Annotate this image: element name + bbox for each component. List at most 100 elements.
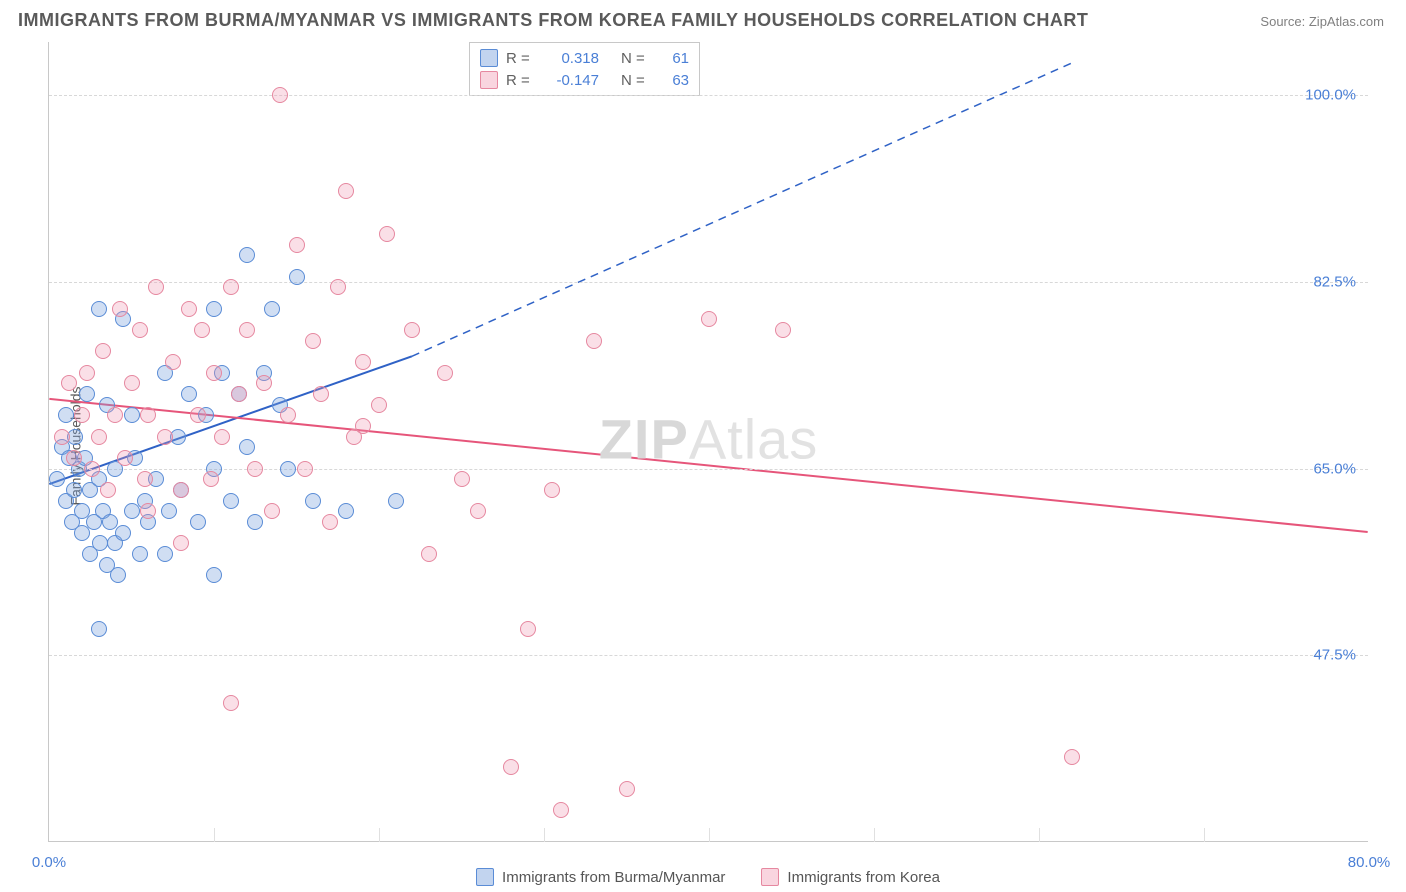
y-tick-label: 82.5% [1313, 274, 1356, 291]
data-point [379, 226, 395, 242]
data-point [470, 503, 486, 519]
data-point [289, 237, 305, 253]
data-point [305, 493, 321, 509]
data-point [115, 525, 131, 541]
data-point [79, 365, 95, 381]
legend-n-value: 63 [659, 72, 689, 89]
legend-n-label: N = [621, 50, 651, 67]
legend-n-value: 61 [659, 50, 689, 67]
data-point [148, 279, 164, 295]
data-point [338, 183, 354, 199]
watermark-bold: ZIP [599, 407, 689, 470]
y-tick-label: 100.0% [1305, 87, 1356, 104]
data-point [173, 482, 189, 498]
data-point [247, 514, 263, 530]
gridline-horizontal [49, 655, 1368, 656]
data-point [1064, 749, 1080, 765]
y-tick-label: 65.0% [1313, 460, 1356, 477]
data-point [140, 503, 156, 519]
gridline-vertical [1039, 828, 1040, 842]
data-point [313, 386, 329, 402]
data-point [206, 365, 222, 381]
legend-n-label: N = [621, 72, 651, 89]
data-point [223, 493, 239, 509]
data-point [66, 482, 82, 498]
gridline-vertical [379, 828, 380, 842]
data-point [124, 503, 140, 519]
legend-r-value: 0.318 [544, 50, 599, 67]
data-point [355, 354, 371, 370]
data-point [132, 546, 148, 562]
data-point [84, 461, 100, 477]
data-point [322, 514, 338, 530]
data-point [140, 407, 156, 423]
chart-plot-area: ZIPAtlas R =0.318N =61R =-0.147N =63 47.… [48, 42, 1368, 842]
data-point [619, 781, 635, 797]
data-point [701, 311, 717, 327]
swatch-pink-icon [480, 71, 498, 89]
data-point [112, 301, 128, 317]
data-point [107, 407, 123, 423]
data-point [110, 567, 126, 583]
data-point [272, 87, 288, 103]
data-point [66, 450, 82, 466]
data-point [124, 375, 140, 391]
data-point [95, 343, 111, 359]
data-point [100, 482, 116, 498]
data-point [173, 535, 189, 551]
data-point [137, 471, 153, 487]
data-point [91, 301, 107, 317]
data-point [157, 546, 173, 562]
data-point [338, 503, 354, 519]
data-point [223, 695, 239, 711]
legend-series-item: Immigrants from Korea [761, 868, 940, 886]
data-point [247, 461, 263, 477]
data-point [194, 322, 210, 338]
data-point [203, 471, 219, 487]
data-point [117, 450, 133, 466]
data-point [280, 461, 296, 477]
data-point [239, 322, 255, 338]
gridline-vertical [544, 828, 545, 842]
data-point [454, 471, 470, 487]
data-point [305, 333, 321, 349]
correlation-legend: R =0.318N =61R =-0.147N =63 [469, 42, 700, 96]
gridline-vertical [214, 828, 215, 842]
data-point [74, 407, 90, 423]
legend-r-label: R = [506, 72, 536, 89]
data-point [520, 621, 536, 637]
data-point [330, 279, 346, 295]
data-point [190, 407, 206, 423]
watermark: ZIPAtlas [599, 406, 819, 471]
legend-r-label: R = [506, 50, 536, 67]
source-label: Source: [1260, 14, 1305, 29]
data-point [553, 802, 569, 818]
legend-stat-row: R = 0.318 N = 61 [480, 47, 689, 69]
data-point [58, 407, 74, 423]
data-point [371, 397, 387, 413]
data-point [544, 482, 560, 498]
gridline-vertical [1204, 828, 1205, 842]
watermark-light: Atlas [689, 407, 819, 470]
data-point [54, 429, 70, 445]
source-attribution: Source: ZipAtlas.com [1260, 14, 1384, 29]
data-point [165, 354, 181, 370]
data-point [280, 407, 296, 423]
data-point [404, 322, 420, 338]
data-point [181, 386, 197, 402]
data-point [297, 461, 313, 477]
data-point [206, 567, 222, 583]
gridline-vertical [709, 828, 710, 842]
data-point [503, 759, 519, 775]
data-point [161, 503, 177, 519]
data-point [190, 514, 206, 530]
data-point [775, 322, 791, 338]
data-point [256, 375, 272, 391]
data-point [437, 365, 453, 381]
legend-series-item: Immigrants from Burma/Myanmar [476, 868, 725, 886]
data-point [206, 301, 222, 317]
legend-stat-row: R =-0.147N =63 [480, 69, 689, 91]
legend-series-label: Immigrants from Burma/Myanmar [502, 869, 725, 886]
trendline [412, 63, 1071, 356]
series-legend: Immigrants from Burma/Myanmar Immigrants … [48, 868, 1368, 886]
